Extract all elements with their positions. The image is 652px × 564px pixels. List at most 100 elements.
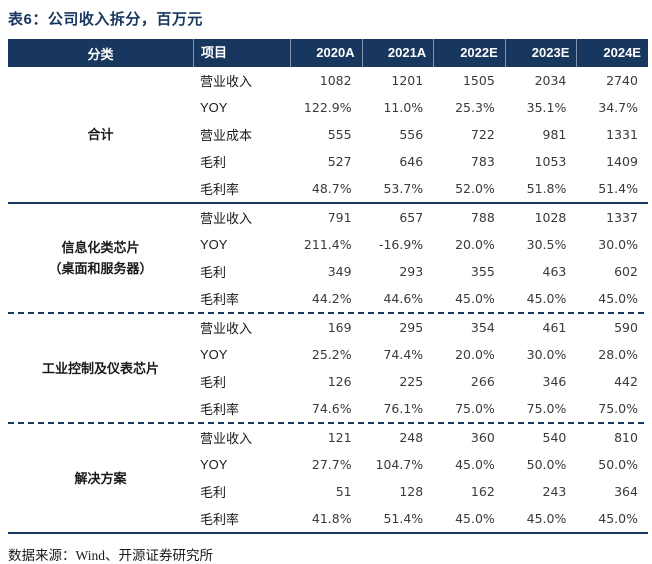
table-section: 解决方案 营业收入 121 248 360 540 810 YOY 27.7% 104.7% 45.… (8, 424, 648, 532)
value-cell: 51 (335, 484, 352, 499)
item-cell: 营业收入 (200, 321, 253, 336)
value-cell: 30.0% (598, 237, 638, 252)
value-cell: 346 (542, 374, 567, 389)
table-row: YOY 211.4% -16.9% 20.0% 30.5% 30.0% (193, 231, 648, 258)
category-cell: 合计 (8, 67, 193, 202)
item-cell: 营业收入 (200, 74, 253, 89)
item-cell: 毛利 (200, 265, 227, 280)
value-cell: 45.0% (455, 457, 495, 472)
value-cell: 76.1% (383, 401, 424, 416)
table-row: 毛利 126 225 266 346 442 (193, 368, 648, 395)
item-cell: YOY (200, 100, 228, 115)
value-cell: 162 (470, 484, 495, 499)
value-cell: 28.0% (598, 347, 638, 362)
value-cell: 75.0% (598, 401, 638, 416)
table-row: YOY 27.7% 104.7% 45.0% 50.0% 50.0% (193, 451, 648, 478)
value-cell: 295 (399, 320, 424, 335)
table-row: YOY 25.2% 74.4% 20.0% 30.0% 28.0% (193, 341, 648, 368)
section-divider (8, 532, 648, 534)
category-line: （桌面和服务器） (48, 261, 153, 276)
value-cell: 354 (470, 320, 495, 335)
item-cell: 毛利 (200, 485, 227, 500)
value-cell: 981 (542, 127, 567, 142)
column-header-1: 项目 (193, 39, 290, 67)
value-cell: 25.2% (311, 347, 352, 362)
value-cell: 791 (327, 210, 352, 225)
value-cell: 121 (327, 430, 352, 445)
item-cell: YOY (200, 457, 228, 472)
section-rows: 营业收入 121 248 360 540 810 YOY 27.7% 104.7% 45.0% 50… (193, 424, 648, 532)
value-cell: 25.3% (455, 100, 495, 115)
table-body: 合计 营业收入 1082 1201 1505 2034 2740 YOY 122.9% 11.0%… (8, 67, 648, 534)
source-note: 数据来源：Wind、开源证券研究所 (8, 548, 213, 563)
value-cell: 1331 (606, 127, 638, 142)
table-row: YOY 122.9% 11.0% 25.3% 35.1% 34.7% (193, 94, 648, 121)
revenue-table: 分类 项目 2020A 2021A 2022E 2023E 2024E 合计 营业收入 1082… (8, 39, 648, 534)
value-cell: 45.0% (526, 291, 567, 306)
value-cell: 722 (470, 127, 495, 142)
value-cell: 243 (542, 484, 567, 499)
value-cell: 75.0% (455, 401, 495, 416)
section-rows: 营业收入 169 295 354 461 590 YOY 25.2% 74.4% 20.0% 30.… (193, 314, 648, 422)
value-cell: 527 (327, 154, 352, 169)
value-cell: 360 (470, 430, 495, 445)
value-cell: 1028 (534, 210, 567, 225)
table-row: 毛利 349 293 355 463 602 (193, 258, 648, 285)
value-cell: 602 (614, 264, 638, 279)
category-cell: 信息化类芯片 （桌面和服务器） (8, 204, 193, 312)
item-cell: 毛利率 (200, 182, 240, 197)
value-cell: 74.6% (311, 401, 352, 416)
value-cell: 45.0% (455, 291, 495, 306)
table-row: 毛利率 44.2% 44.6% 45.0% 45.0% 45.0% (193, 285, 648, 312)
value-cell: 1409 (606, 154, 638, 169)
value-cell: 1082 (319, 73, 352, 88)
value-cell: 52.0% (455, 181, 495, 196)
category-line: 解决方案 (74, 470, 127, 486)
value-cell: 169 (327, 320, 352, 335)
table-title: 表6：公司收入拆分，百万元 (8, 11, 203, 28)
table-row: 毛利 51 128 162 243 364 (193, 478, 648, 505)
value-cell: 2740 (606, 73, 638, 88)
section-rows: 营业收入 791 657 788 1028 1337 YOY 211.4% -16.9% 20.0… (193, 204, 648, 312)
value-cell: 45.0% (598, 511, 638, 526)
column-header-0: 分类 (87, 46, 114, 62)
item-cell: 毛利率 (200, 292, 240, 307)
value-cell: 30.0% (526, 347, 567, 362)
value-cell: 126 (327, 374, 352, 389)
section-divider (8, 202, 648, 204)
value-cell: 442 (614, 374, 638, 389)
table-header-row: 分类 项目 2020A 2021A 2022E 2023E 2024E (8, 39, 648, 67)
column-header-2: 2020A (290, 39, 362, 67)
value-cell: 590 (614, 320, 638, 335)
table-row: 毛利 527 646 783 1053 1409 (193, 148, 648, 175)
category-cell: 解决方案 (8, 424, 193, 532)
value-cell: 788 (470, 210, 495, 225)
table-row: 毛利率 74.6% 76.1% 75.0% 75.0% 75.0% (193, 395, 648, 422)
value-cell: 657 (399, 210, 424, 225)
value-cell: 1201 (391, 73, 424, 88)
value-cell: 44.2% (311, 291, 352, 306)
value-cell: 45.0% (455, 511, 495, 526)
value-cell: 355 (470, 264, 495, 279)
value-cell: 20.0% (455, 237, 495, 252)
table-row: 营业收入 121 248 360 540 810 (193, 424, 648, 451)
column-header-6: 2024E (576, 39, 648, 67)
value-cell: 2034 (534, 73, 567, 88)
table-section: 合计 营业收入 1082 1201 1505 2034 2740 YOY 122.9% 11.0%… (8, 67, 648, 202)
table-section: 工业控制及仪表芯片 营业收入 169 295 354 461 590 YOY 25.2% 74.4… (8, 314, 648, 422)
item-cell: 毛利率 (200, 402, 240, 417)
item-cell: 营业收入 (200, 431, 253, 446)
value-cell: 248 (399, 430, 424, 445)
value-cell: 41.8% (311, 511, 352, 526)
column-header-4: 2022E (433, 39, 505, 67)
value-cell: 50.0% (598, 457, 638, 472)
table-row: 营业收入 1082 1201 1505 2034 2740 (193, 67, 648, 94)
category-line: 合计 (87, 127, 114, 142)
value-cell: 44.6% (383, 291, 424, 306)
value-cell: 51.4% (383, 511, 424, 526)
column-header-3: 2021A (361, 39, 434, 67)
table-row: 营业成本 555 556 722 981 1331 (193, 121, 648, 148)
value-cell: 293 (399, 264, 424, 279)
value-cell: 1337 (606, 210, 638, 225)
